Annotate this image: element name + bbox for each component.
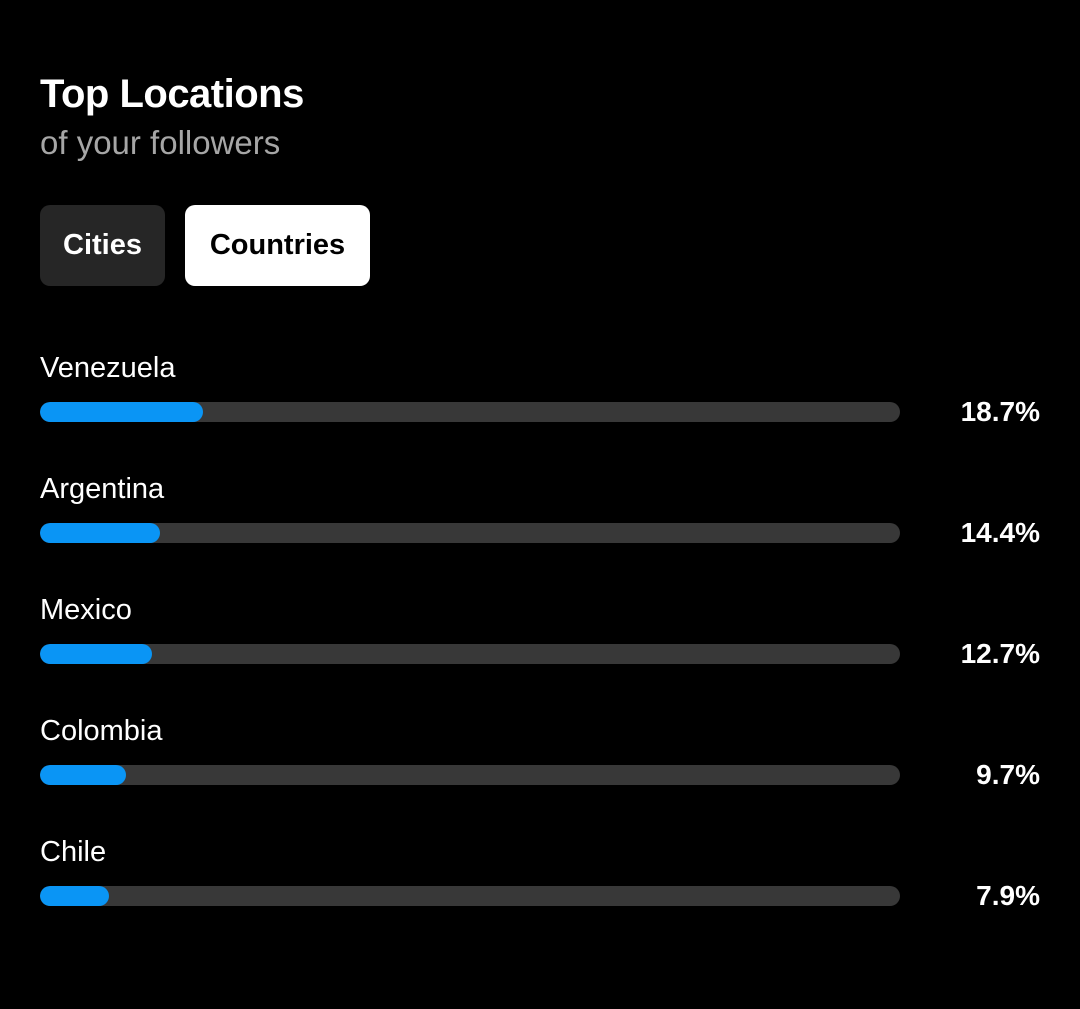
location-row: Mexico 12.7% <box>40 590 1040 711</box>
tab-countries[interactable]: Countries <box>185 205 370 286</box>
location-name: Chile <box>40 836 107 868</box>
location-percent: 18.7% <box>960 396 1040 427</box>
progress-fill <box>40 644 152 664</box>
progress-track <box>40 765 900 785</box>
page-subtitle: of your followers <box>40 124 281 161</box>
progress-fill <box>40 886 109 906</box>
location-name: Mexico <box>40 594 132 626</box>
location-name: Argentina <box>40 473 165 505</box>
location-row: Venezuela 18.7% <box>40 348 1040 469</box>
progress-track <box>40 644 900 664</box>
location-type-tabs: Cities Countries <box>40 205 370 286</box>
location-name: Colombia <box>40 715 163 747</box>
location-percent: 9.7% <box>976 759 1040 790</box>
progress-track <box>40 523 900 543</box>
location-row: Chile 7.9% <box>40 832 1040 953</box>
progress-track <box>40 886 900 906</box>
location-percent: 12.7% <box>960 638 1040 669</box>
progress-fill <box>40 765 126 785</box>
location-row: Argentina 14.4% <box>40 469 1040 590</box>
progress-track <box>40 402 900 422</box>
location-name: Venezuela <box>40 352 176 384</box>
tab-cities[interactable]: Cities <box>40 205 165 286</box>
location-percent: 7.9% <box>976 880 1040 911</box>
locations-list: Venezuela 18.7% Argentina 14.4% Mexico 1… <box>40 348 1040 953</box>
location-percent: 14.4% <box>960 517 1040 548</box>
progress-fill <box>40 402 204 422</box>
location-row: Colombia 9.7% <box>40 711 1040 832</box>
page-title: Top Locations <box>40 72 304 116</box>
progress-fill <box>40 523 161 543</box>
